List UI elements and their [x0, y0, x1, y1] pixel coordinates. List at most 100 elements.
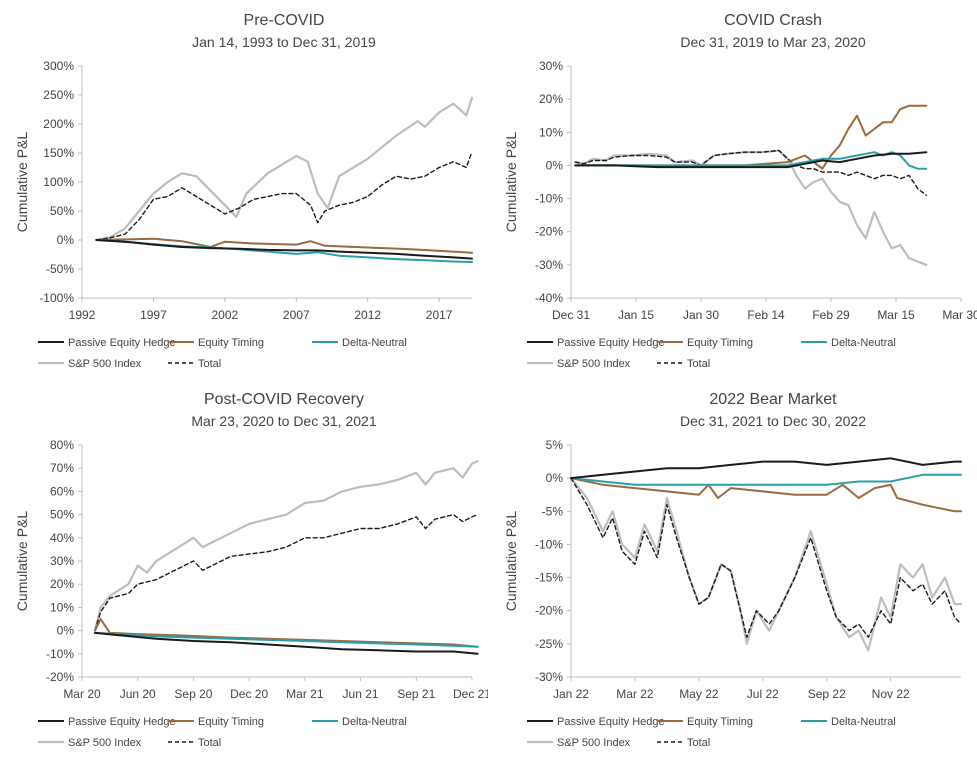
chart-panel-2022-bear-market: 2022 Bear Market Dec 31, 2021 to Dec 30, …	[489, 379, 977, 758]
x-tick-label: Mar 22	[616, 687, 654, 701]
y-tick-label: 150%	[43, 146, 74, 160]
x-tick-label: Mar 15	[877, 308, 915, 322]
legend-label: Delta-Neutral	[342, 716, 407, 728]
y-tick-label: 80%	[50, 438, 74, 452]
y-tick-label: 40%	[50, 531, 74, 545]
y-tick-label: 200%	[43, 117, 74, 131]
legend-entry-sandp-500-index: S&P 500 Index	[38, 737, 142, 749]
y-tick-label: 0%	[57, 233, 75, 247]
y-tick-label: -100%	[39, 291, 74, 305]
series-line-total	[570, 477, 962, 638]
legend-entry-equity-timing: Equity Timing	[168, 716, 264, 728]
chart-subtitle: Mar 23, 2020 to Dec 31, 2021	[191, 413, 376, 429]
y-axis-label: Cumulative P&L	[14, 132, 30, 233]
legend-label: Equity Timing	[198, 337, 264, 349]
legend-label: S&P 500 Index	[557, 358, 631, 370]
legend-entry-passive-equity-hedge: Passive Equity Hedge	[38, 337, 176, 349]
y-tick-label: 30%	[50, 554, 74, 568]
legend-label: Total	[198, 358, 221, 370]
y-tick-label: -25%	[535, 637, 563, 651]
x-tick-label: Sep 21	[397, 687, 435, 701]
legend-label: Passive Equity Hedge	[557, 337, 665, 349]
x-tick-label: Mar 30	[942, 308, 977, 322]
y-tick-label: -50%	[46, 262, 74, 276]
series-line-passive-equity-hedge	[95, 239, 473, 260]
legend-label: Passive Equity Hedge	[68, 716, 176, 728]
legend-entry-total: Total	[657, 358, 710, 370]
chart-panel-covid-crash: COVID Crash Dec 31, 2019 to Mar 23, 2020 C…	[489, 0, 977, 379]
y-tick-label: 20%	[50, 577, 74, 591]
legend-entry-delta-neutral: Delta-Neutral	[801, 337, 896, 349]
legend-entry-equity-timing: Equity Timing	[657, 716, 753, 728]
chart-svg: Post-COVID Recovery Mar 23, 2020 to Dec 3…	[14, 391, 488, 749]
series-line-delta-neutral	[570, 473, 962, 486]
y-tick-label: -20%	[46, 670, 74, 684]
legend-entry-delta-neutral: Delta-Neutral	[312, 716, 407, 728]
y-axis-label: Cumulative P&L	[503, 132, 519, 233]
x-tick-label: May 22	[679, 687, 719, 701]
y-tick-label: 250%	[43, 88, 74, 102]
legend-label: Delta-Neutral	[831, 716, 896, 728]
series-line-sandp-500-index	[569, 476, 963, 652]
x-tick-label: 2017	[426, 308, 453, 322]
legend-label: S&P 500 Index	[557, 737, 631, 749]
y-tick-label: -40%	[535, 291, 563, 305]
y-tick-label: 10%	[539, 125, 563, 139]
series-line-passive-equity-hedge	[574, 151, 928, 169]
x-tick-label: Jan 15	[618, 308, 654, 322]
y-tick-label: -15%	[535, 571, 563, 585]
y-tick-label: 5%	[546, 438, 564, 452]
y-tick-label: 70%	[50, 461, 74, 475]
y-tick-label: -30%	[535, 258, 563, 272]
x-tick-label: 2007	[283, 308, 310, 322]
legend-entry-total: Total	[168, 737, 221, 749]
chart-panel-pre-covid: Pre-COVID Jan 14, 1993 to Dec 31, 2019 Cum…	[0, 0, 488, 379]
x-tick-label: Feb 29	[812, 308, 850, 322]
x-tick-label: Dec 31	[552, 308, 590, 322]
y-tick-label: 300%	[43, 59, 74, 73]
legend-entry-sandp-500-index: S&P 500 Index	[38, 358, 142, 370]
legend-label: Passive Equity Hedge	[68, 337, 176, 349]
x-tick-label: Sep 20	[174, 687, 212, 701]
y-tick-label: 10%	[50, 600, 74, 614]
y-tick-label: 0%	[57, 624, 75, 638]
y-tick-label: 20%	[539, 92, 563, 106]
x-tick-label: Jun 20	[120, 687, 156, 701]
legend-label: Equity Timing	[687, 716, 753, 728]
legend-label: Total	[687, 358, 710, 370]
x-tick-label: 1997	[140, 308, 167, 322]
legend-entry-total: Total	[168, 358, 221, 370]
y-tick-label: -30%	[535, 670, 563, 684]
y-tick-label: 60%	[50, 484, 74, 498]
chart-title: COVID Crash	[724, 12, 822, 29]
legend-entry-equity-timing: Equity Timing	[657, 337, 753, 349]
x-tick-label: Mar 21	[286, 687, 324, 701]
legend-label: S&P 500 Index	[68, 358, 142, 370]
x-tick-label: Nov 22	[872, 687, 910, 701]
x-tick-label: Jul 22	[747, 687, 779, 701]
series-line-equity-timing	[94, 618, 479, 648]
chart-panel-post-covid-recovery: Post-COVID Recovery Mar 23, 2020 to Dec 3…	[0, 379, 488, 758]
y-tick-label: 50%	[50, 508, 74, 522]
y-axis-label: Cumulative P&L	[503, 511, 519, 612]
series-line-passive-equity-hedge	[94, 631, 479, 655]
legend-entry-passive-equity-hedge: Passive Equity Hedge	[38, 716, 176, 728]
legend-entry-passive-equity-hedge: Passive Equity Hedge	[527, 337, 665, 349]
series-line-delta-neutral	[574, 151, 928, 170]
chart-title: Post-COVID Recovery	[204, 391, 364, 408]
chart-subtitle: Dec 31, 2019 to Mar 23, 2020	[680, 34, 865, 50]
legend-entry-delta-neutral: Delta-Neutral	[801, 716, 896, 728]
x-tick-label: Feb 14	[747, 308, 785, 322]
y-tick-label: -20%	[535, 225, 563, 239]
series-line-total	[95, 151, 473, 241]
legend-entry-total: Total	[657, 737, 710, 749]
x-tick-label: Mar 20	[63, 687, 101, 701]
legend-entry-delta-neutral: Delta-Neutral	[312, 337, 407, 349]
x-tick-label: 2012	[354, 308, 381, 322]
series-line-total	[574, 149, 927, 197]
x-tick-label: 1992	[69, 308, 96, 322]
y-tick-label: -20%	[535, 604, 563, 618]
y-tick-label: 0%	[546, 158, 564, 172]
x-tick-label: Sep 22	[808, 687, 846, 701]
y-tick-label: -10%	[46, 647, 74, 661]
